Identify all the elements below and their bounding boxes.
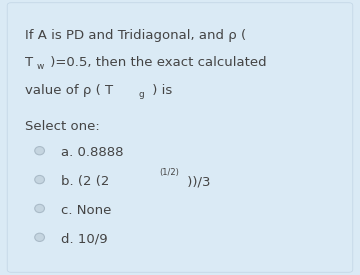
Text: Select one:: Select one:	[25, 120, 100, 133]
Text: ) is: ) is	[148, 84, 172, 97]
Text: T: T	[25, 56, 33, 69]
Text: w: w	[37, 62, 44, 72]
Text: value of ρ ( T: value of ρ ( T	[25, 84, 113, 97]
Ellipse shape	[35, 204, 45, 213]
Text: (1/2): (1/2)	[159, 168, 179, 177]
Text: a. 0.8888: a. 0.8888	[61, 146, 124, 159]
Text: c. None: c. None	[61, 204, 112, 217]
Text: )=0.5, then the exact calculated: )=0.5, then the exact calculated	[46, 56, 267, 69]
Text: g: g	[139, 90, 145, 99]
FancyBboxPatch shape	[7, 3, 353, 272]
Ellipse shape	[35, 147, 45, 155]
Text: b. (2 (2: b. (2 (2	[61, 175, 109, 188]
Text: d. 10/9: d. 10/9	[61, 233, 108, 246]
Ellipse shape	[35, 233, 45, 241]
Ellipse shape	[35, 175, 45, 184]
Text: If A is PD and Tridiagonal, and ρ (: If A is PD and Tridiagonal, and ρ (	[25, 29, 246, 42]
Text: ))/3: ))/3	[183, 175, 210, 188]
